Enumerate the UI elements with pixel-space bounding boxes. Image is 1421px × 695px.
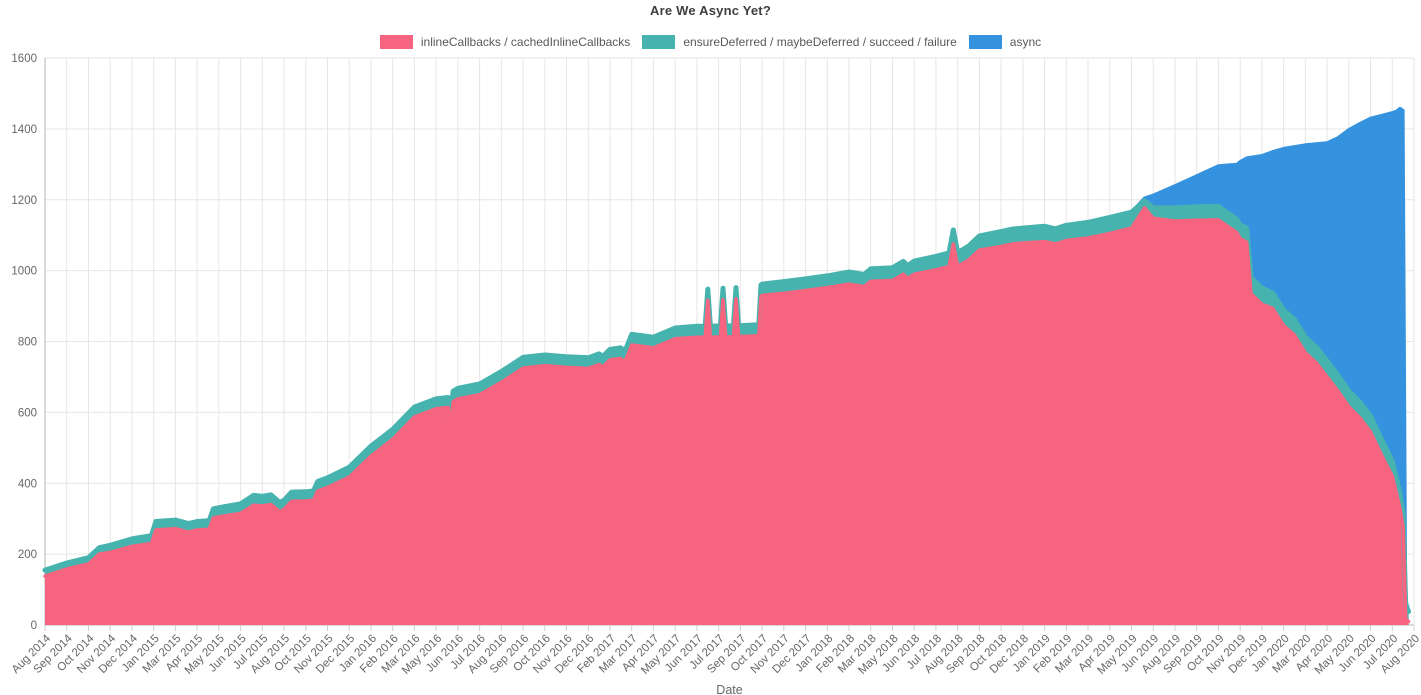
chart-legend: inlineCallbacks / cachedInlineCallbacks e… bbox=[0, 35, 1421, 49]
area-inlinecallbacks bbox=[45, 207, 1409, 625]
svg-text:1600: 1600 bbox=[11, 53, 37, 65]
svg-text:1400: 1400 bbox=[11, 124, 37, 136]
legend-item-2[interactable]: ensureDeferred / maybeDeferred / succeed… bbox=[642, 35, 957, 49]
line-ensuredeferred bbox=[42, 198, 1412, 614]
svg-text:1200: 1200 bbox=[11, 195, 37, 207]
svg-text:0: 0 bbox=[31, 620, 37, 632]
line-inlinecallbacks bbox=[43, 206, 1411, 624]
svg-text:200: 200 bbox=[18, 549, 37, 561]
svg-text:1000: 1000 bbox=[11, 266, 37, 278]
legend-label-3: async bbox=[1009, 35, 1042, 49]
legend-item-1[interactable]: inlineCallbacks / cachedInlineCallbacks bbox=[379, 35, 631, 49]
legend-item-3[interactable]: async bbox=[968, 35, 1042, 49]
legend-swatch-2 bbox=[642, 35, 676, 49]
legend-label-1: inlineCallbacks / cachedInlineCallbacks bbox=[420, 35, 631, 49]
svg-text:600: 600 bbox=[18, 407, 37, 419]
svg-text:400: 400 bbox=[18, 478, 37, 490]
legend-label-2: ensureDeferred / maybeDeferred / succeed… bbox=[683, 35, 957, 49]
chart-title: Are We Async Yet? bbox=[650, 3, 771, 18]
x-axis-title: Date bbox=[716, 683, 742, 695]
svg-text:800: 800 bbox=[18, 337, 37, 349]
stacked-areas bbox=[42, 106, 1412, 626]
legend-swatch-3 bbox=[968, 35, 1002, 49]
legend-swatch-1 bbox=[379, 35, 413, 49]
y-axis-labels: 0 200 400 600 800 1000 1200 1400 1600 bbox=[11, 53, 37, 632]
